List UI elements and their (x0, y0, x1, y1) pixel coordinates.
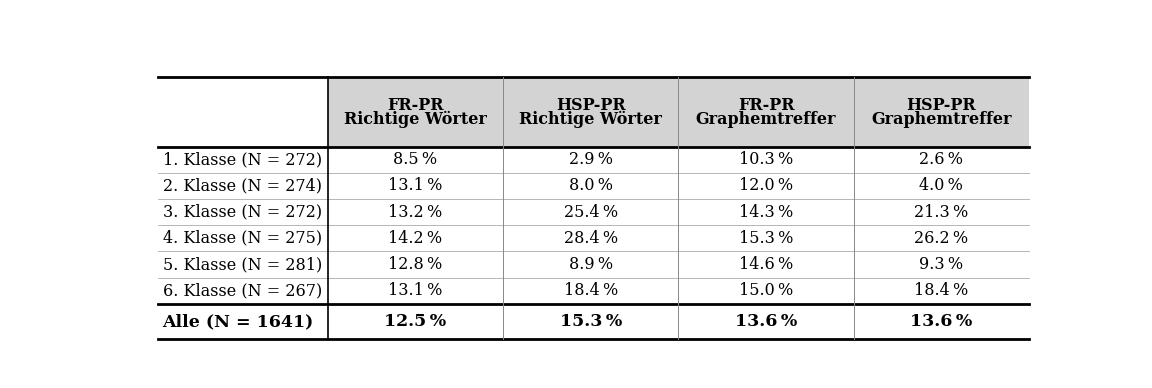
Text: 2.9 %: 2.9 % (569, 151, 613, 168)
Text: 15.3 %: 15.3 % (560, 313, 622, 330)
Text: 18.4 %: 18.4 % (915, 282, 969, 299)
Text: HSP-PR: HSP-PR (556, 97, 626, 114)
Text: 3. Klasse (N = 272): 3. Klasse (N = 272) (162, 204, 321, 221)
Text: 14.3 %: 14.3 % (738, 204, 794, 221)
Text: 15.3 %: 15.3 % (738, 230, 794, 247)
Text: 4. Klasse (N = 275): 4. Klasse (N = 275) (162, 230, 321, 247)
Text: 6. Klasse (N = 267): 6. Klasse (N = 267) (162, 282, 321, 299)
Text: Alle (N = 1641): Alle (N = 1641) (162, 313, 313, 330)
Text: 13.1 %: 13.1 % (388, 282, 442, 299)
Text: 12.8 %: 12.8 % (388, 256, 442, 273)
Text: Richtige Wörter: Richtige Wörter (344, 111, 487, 128)
Text: 18.4 %: 18.4 % (563, 282, 617, 299)
Text: 13.2 %: 13.2 % (388, 204, 442, 221)
Text: 12.0 %: 12.0 % (740, 177, 793, 194)
Text: 10.3 %: 10.3 % (738, 151, 794, 168)
Bar (158, 77, 328, 147)
Text: 4.0 %: 4.0 % (919, 177, 963, 194)
Text: 13.6 %: 13.6 % (735, 313, 797, 330)
Text: 14.6 %: 14.6 % (738, 256, 794, 273)
Text: 13.6 %: 13.6 % (910, 313, 972, 330)
Text: FR-PR: FR-PR (737, 97, 795, 114)
Text: 2. Klasse (N = 274): 2. Klasse (N = 274) (162, 177, 321, 194)
Text: 12.5 %: 12.5 % (385, 313, 447, 330)
Text: 1. Klasse (N = 272): 1. Klasse (N = 272) (162, 151, 321, 168)
Text: 26.2 %: 26.2 % (915, 230, 969, 247)
Text: FR-PR: FR-PR (387, 97, 444, 114)
Text: 14.2 %: 14.2 % (388, 230, 442, 247)
Text: 13.1 %: 13.1 % (388, 177, 442, 194)
Text: 8.0 %: 8.0 % (569, 177, 613, 194)
Text: Graphemtreffer: Graphemtreffer (871, 111, 1011, 128)
Text: 21.3 %: 21.3 % (915, 204, 969, 221)
Text: Richtige Wörter: Richtige Wörter (520, 111, 662, 128)
Bar (158, 77, 1029, 147)
Text: 8.9 %: 8.9 % (569, 256, 613, 273)
Text: 5. Klasse (N = 281): 5. Klasse (N = 281) (162, 256, 321, 273)
Text: 28.4 %: 28.4 % (563, 230, 617, 247)
Text: 2.6 %: 2.6 % (919, 151, 963, 168)
Text: 9.3 %: 9.3 % (919, 256, 963, 273)
Text: HSP-PR: HSP-PR (907, 97, 976, 114)
Text: Graphemtreffer: Graphemtreffer (696, 111, 836, 128)
Text: 15.0 %: 15.0 % (738, 282, 794, 299)
Text: 8.5 %: 8.5 % (393, 151, 438, 168)
Text: 25.4 %: 25.4 % (563, 204, 617, 221)
